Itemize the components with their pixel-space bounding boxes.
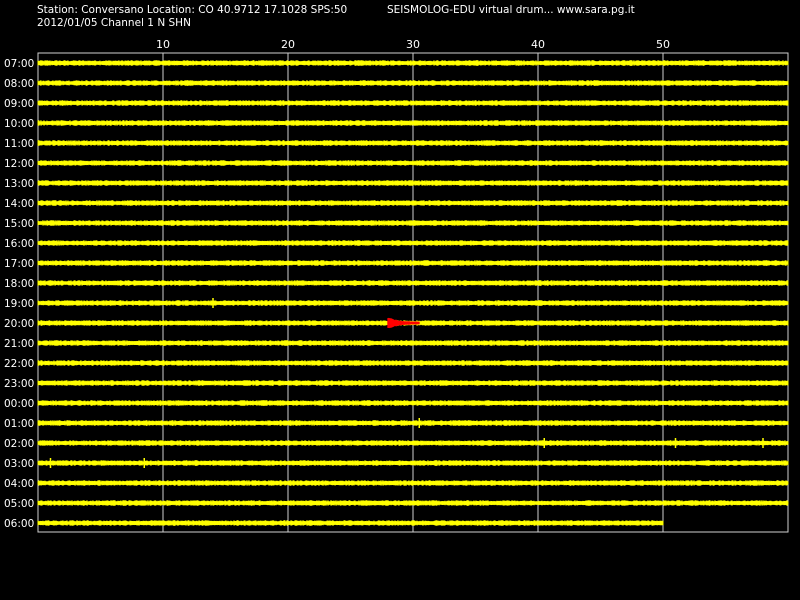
x-tick-label: 40: [531, 38, 545, 51]
row-time-label: 00:00: [4, 398, 34, 410]
trace-row: [37, 180, 789, 186]
app-title: SEISMOLOG-EDU virtual drum... www.sara.p…: [387, 4, 635, 16]
trace-row: [37, 60, 789, 66]
row-time-label: 21:00: [4, 338, 34, 350]
row-time-label: 07:00: [4, 58, 34, 70]
trace-row: [37, 520, 664, 526]
row-time-label: 12:00: [4, 158, 34, 170]
seismic-event: [387, 317, 420, 329]
x-tick-label: 50: [656, 38, 670, 51]
trace-row: [37, 400, 789, 406]
row-time-label: 05:00: [4, 498, 34, 510]
x-tick-label: 30: [406, 38, 420, 51]
row-time-label: 01:00: [4, 418, 34, 430]
trace-row: [37, 120, 789, 126]
trace-row: [37, 220, 789, 226]
trace-row: [37, 280, 789, 286]
row-time-label: 11:00: [4, 138, 34, 150]
trace-layer: [37, 60, 789, 526]
row-time-label: 22:00: [4, 358, 34, 370]
row-time-label: 16:00: [4, 238, 34, 250]
row-labels: 07:00 08:00 09:00 10:00 11:00 12:00 13:00 14:00…: [4, 58, 34, 530]
row-time-label: 02:00: [4, 438, 34, 450]
row-time-label: 18:00: [4, 278, 34, 290]
row-time-label: 19:00: [4, 298, 34, 310]
row-time-label: 10:00: [4, 118, 34, 130]
trace-row: [37, 80, 789, 86]
row-time-label: 06:00: [4, 518, 34, 530]
row-time-label: 08:00: [4, 78, 34, 90]
row-time-label: 09:00: [4, 98, 34, 110]
row-time-label: 15:00: [4, 218, 34, 230]
trace-row: [37, 300, 789, 306]
row-time-label: 14:00: [4, 198, 34, 210]
trace-row: [37, 200, 789, 206]
tick-labels: 10 20 30 40 50: [156, 38, 670, 51]
x-tick-label: 20: [281, 38, 295, 51]
row-time-label: 23:00: [4, 378, 34, 390]
trace-row: [37, 340, 789, 346]
row-time-label: 13:00: [4, 178, 34, 190]
row-time-label: 04:00: [4, 478, 34, 490]
trace-row: [37, 500, 789, 506]
trace-row: [37, 360, 789, 366]
trace-row: [37, 380, 789, 386]
trace-row: [37, 100, 789, 106]
trace-row: [37, 260, 789, 266]
trace-row: [37, 160, 789, 166]
row-time-label: 20:00: [4, 318, 34, 330]
x-tick-label: 10: [156, 38, 170, 51]
trace-row: [37, 480, 789, 486]
trace-row: [37, 460, 789, 466]
grid-layer: [37, 52, 789, 533]
row-time-label: 17:00: [4, 258, 34, 270]
trace-row: [37, 420, 789, 426]
station-info: Station: Conversano Location: CO 40.9712…: [37, 4, 348, 16]
trace-row: [37, 440, 789, 446]
row-time-label: 03:00: [4, 458, 34, 470]
date-channel-info: 2012/01/05 Channel 1 N SHN: [37, 17, 191, 29]
trace-row: [37, 240, 789, 246]
trace-row: [37, 140, 789, 146]
